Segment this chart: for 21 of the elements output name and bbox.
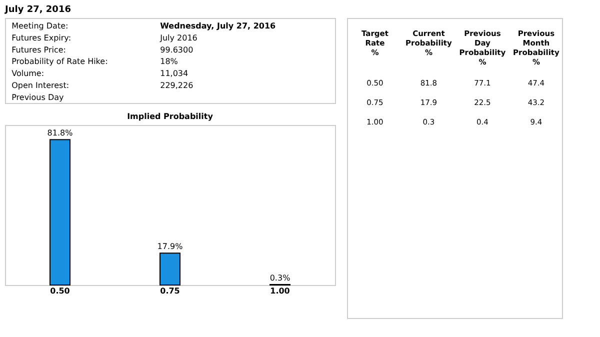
text: Futures Price: (12, 45, 66, 54)
text: Volume: (12, 69, 44, 78)
text: Wednesday, July 27, 2016 (160, 22, 276, 30)
chart-title: Implied Probability (127, 112, 214, 121)
x-tick-label: 0.50 (50, 286, 70, 296)
text: Meeting Date: (12, 22, 68, 30)
text: Futures Expiry: (12, 33, 72, 42)
text: July 2016 (159, 33, 198, 42)
text: 11,034 (160, 69, 188, 78)
data-label: 0.3% (270, 273, 291, 282)
text: 99.6300 (160, 45, 194, 54)
data-label: 81.8% (47, 128, 74, 138)
x-tick-label: 0.75 (160, 286, 180, 296)
text: Open Interest: (12, 81, 70, 90)
text: Probability of Rate Hike: (12, 57, 108, 66)
text: Previous Day (12, 92, 64, 102)
text: July 27, 2016 (4, 5, 71, 15)
text: 229,226 (160, 81, 194, 90)
text: 18% (160, 57, 178, 66)
data-label: 17.9% (157, 242, 184, 252)
x-tick-label: 1.00 (270, 286, 290, 296)
